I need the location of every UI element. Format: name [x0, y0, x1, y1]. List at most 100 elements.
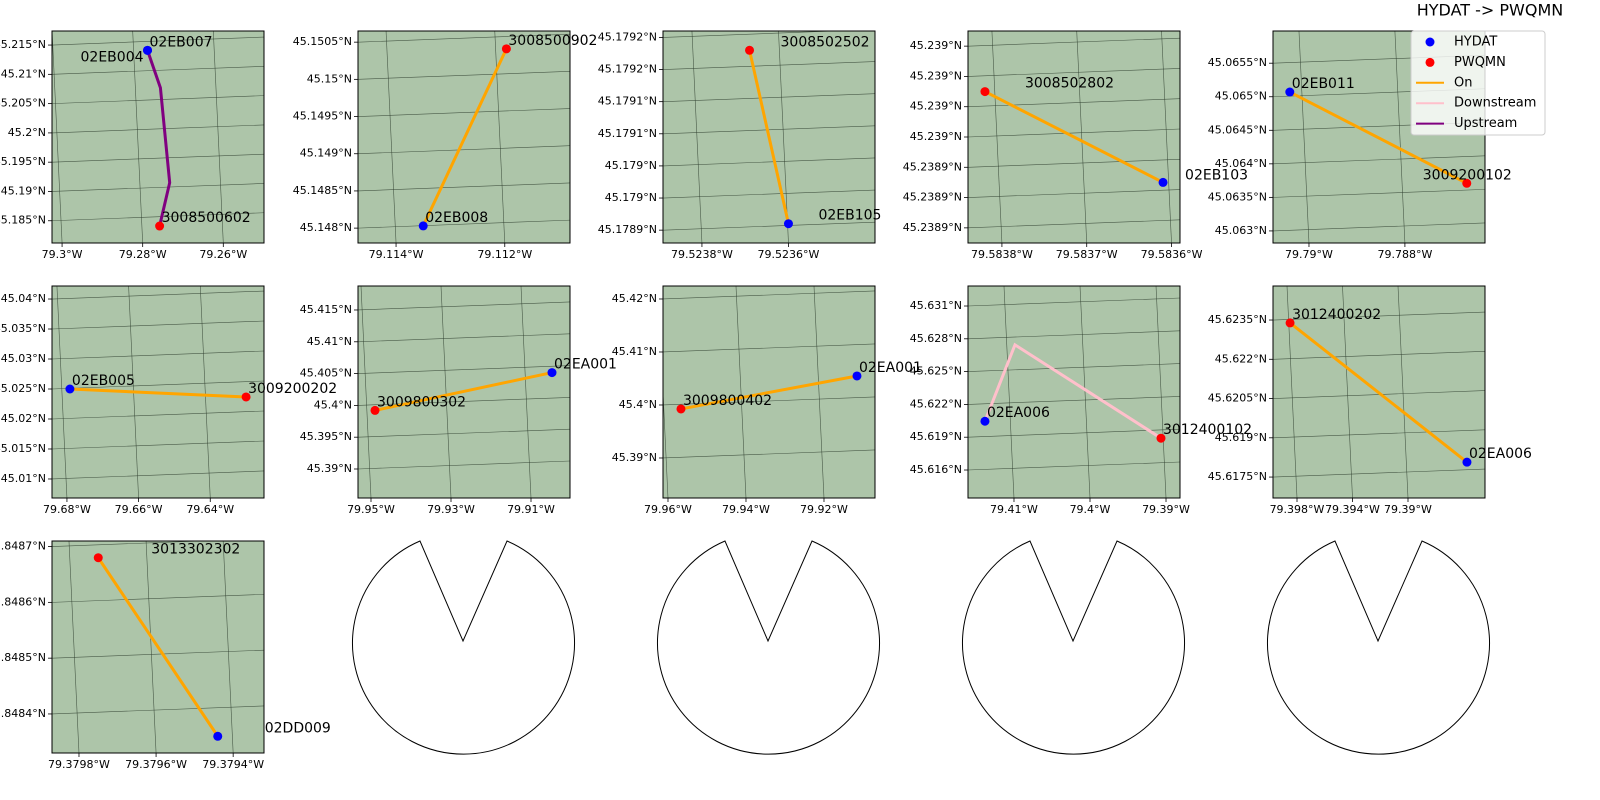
x-tick-label: 79.64°W — [186, 503, 234, 516]
grid-line — [52, 350, 264, 360]
y-tick-label: 45.205°N — [0, 97, 46, 110]
y-tick-label: 45.8485°N — [0, 651, 46, 664]
grid-line — [52, 541, 208, 547]
x-tick-label: 79.66°W — [115, 503, 163, 516]
grid-line — [663, 385, 669, 498]
y-tick-label: 45.239°N — [910, 39, 962, 52]
map-panel: 79.68°W 79.66°W 79.64°W 45.01°N 45.015°N 45.0… — [0, 285, 337, 516]
grid-line — [358, 365, 570, 374]
grid-line — [968, 189, 1180, 198]
link-line — [1289, 321, 1468, 464]
y-tick-label: 45.185°N — [0, 214, 46, 227]
station-label: 3012400102 — [1163, 422, 1252, 438]
y-tick-label: 45.1792°N — [598, 30, 657, 43]
x-tick-label: 79.94°W — [722, 503, 770, 516]
station-point — [547, 368, 557, 378]
grid-line — [145, 541, 157, 753]
station-label: 02EB103 — [1185, 167, 1248, 183]
grid-line — [1273, 468, 1485, 478]
grid-line — [52, 183, 264, 192]
map-panel: 79.5838°W 79.5837°W 79.5836°W 45.2389°N 45.2… — [903, 30, 1248, 261]
link-line — [69, 387, 247, 399]
link-line — [97, 556, 219, 738]
y-tick-label: 45.1792°N — [598, 63, 657, 76]
station-label: 02EB008 — [425, 210, 488, 226]
grid-line — [52, 153, 264, 163]
grid-line — [991, 31, 1003, 243]
grid-line — [52, 320, 264, 330]
y-tick-label: 45.148°N — [300, 221, 352, 234]
map-frame — [51, 30, 265, 244]
grid-line — [1273, 155, 1485, 165]
empty-axes — [1267, 540, 1490, 755]
grid-line — [52, 95, 264, 104]
grid-line — [691, 31, 703, 243]
station-label: 02EB105 — [818, 208, 881, 224]
y-tick-label: 45.195°N — [0, 155, 46, 168]
grid-line — [52, 380, 264, 390]
x-tick-label: 79.26°W — [199, 248, 247, 261]
grid-line — [778, 31, 789, 243]
legend-box — [1410, 30, 1546, 136]
grid-line — [663, 61, 875, 70]
x-tick-label: 79.95°W — [347, 503, 395, 516]
grid-line — [663, 157, 875, 167]
grid-line — [358, 182, 570, 192]
station-point — [241, 392, 251, 402]
x-tick-label: 79.5837°W — [1056, 248, 1118, 261]
legend: HYDAT PWQMN On Downstream Upstream — [1410, 30, 1546, 136]
grid-line — [358, 301, 570, 311]
grid-line — [663, 449, 875, 459]
x-tick-label: 79.96°W — [644, 503, 692, 516]
y-tick-label: 45.0645°N — [1208, 123, 1267, 136]
station-point — [1462, 457, 1472, 467]
station-label: 02EB004 — [81, 49, 144, 65]
x-tick-label: 79.3°W — [42, 248, 83, 261]
station-point — [418, 221, 428, 231]
x-tick-label: 79.68°W — [43, 503, 91, 516]
station-point — [143, 45, 153, 55]
grid-line — [968, 428, 1180, 438]
map-content — [358, 286, 570, 498]
station-point — [783, 219, 793, 229]
grid-line — [968, 363, 1180, 372]
grid-line — [968, 396, 1180, 405]
y-tick-label: 45.619°N — [1215, 431, 1267, 444]
link-line — [1289, 90, 1468, 185]
map-content — [52, 31, 264, 243]
station-label: 02EA001 — [554, 357, 617, 373]
link-line — [374, 371, 553, 412]
grid-line — [735, 286, 747, 498]
grid-line — [52, 470, 264, 480]
station-label: 02EB005 — [72, 373, 135, 389]
y-tick-label: 45.21°N — [1, 67, 46, 80]
y-tick-label: 45.405°N — [300, 367, 352, 380]
legend-marker — [1425, 37, 1435, 47]
grid-line — [440, 286, 452, 498]
map-panel: 79.3798°W 79.3796°W 79.3794°W 45.8484°N 45.8… — [0, 540, 331, 771]
x-tick-label: 79.39°W — [1384, 503, 1432, 516]
y-tick-label: 45.063°N — [1215, 224, 1267, 237]
y-tick-label: 45.03°N — [1, 352, 46, 365]
map-content — [968, 31, 1180, 243]
y-tick-label: 45.415°N — [300, 303, 352, 316]
map-content — [968, 286, 1180, 498]
map-panel: 79.5238°W 79.5236°W 45.1789°N 45.179°N 45.17… — [598, 30, 882, 261]
y-tick-label: 45.39°N — [612, 451, 657, 464]
y-tick-label: 45.01°N — [1, 472, 46, 485]
y-tick-label: 45.8486°N — [0, 595, 46, 608]
station-label: 02DD009 — [265, 720, 331, 736]
x-tick-label: 79.398°W — [1270, 503, 1325, 516]
station-label: 3009200102 — [1423, 167, 1512, 183]
station-point — [93, 553, 103, 563]
y-tick-label: 45.8487°N — [0, 540, 46, 553]
grid-line — [663, 343, 875, 353]
x-tick-label: 79.5236°W — [758, 248, 820, 261]
grid-line — [1273, 429, 1485, 439]
grid-line — [212, 31, 224, 243]
grid-line — [1003, 286, 1015, 498]
grid-line — [663, 396, 875, 406]
legend-marker — [1425, 57, 1435, 67]
map-panel: 79.95°W 79.93°W 79.91°W 45.39°N 45.395°N 45.4… — [300, 285, 617, 516]
y-tick-label: 45.6175°N — [1208, 470, 1267, 483]
